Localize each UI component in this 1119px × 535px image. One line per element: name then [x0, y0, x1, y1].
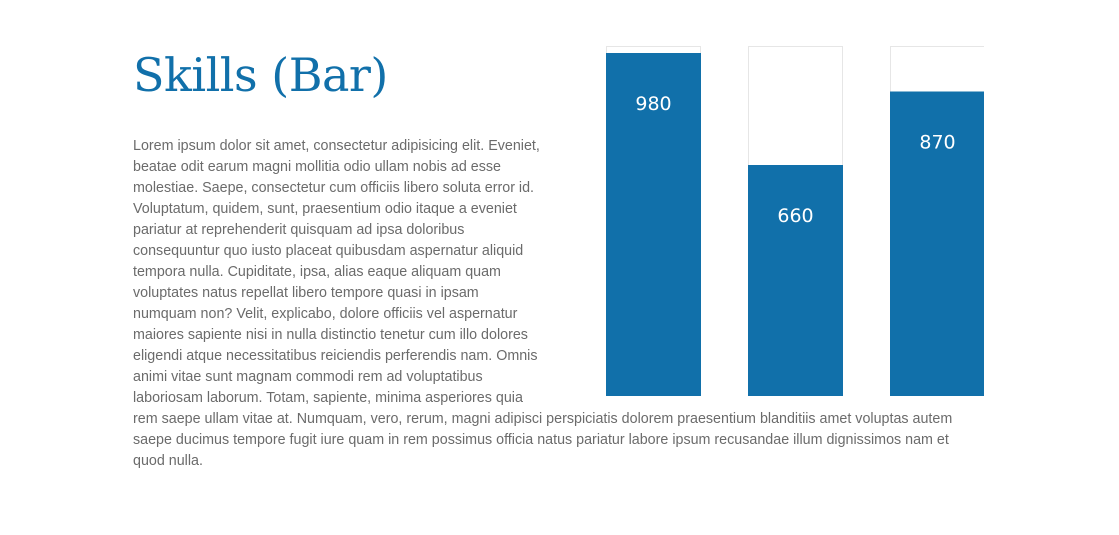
page-title: Skills (Bar) — [133, 48, 388, 102]
bar-value-label-2: 870 — [919, 132, 955, 154]
bar-1 — [748, 165, 843, 396]
bar-value-label-0: 980 — [635, 93, 671, 115]
chart-svg: 980 660 870 — [606, 46, 984, 396]
body-text: Lorem ipsum dolor sit amet, consectetur … — [133, 136, 963, 472]
paragraph: Lorem ipsum dolor sit amet, consectetur … — [133, 138, 953, 469]
chart-wrap-spacer — [543, 136, 963, 404]
skills-bar-chart: 980 660 870 — [606, 46, 984, 396]
bar-0 — [606, 53, 701, 396]
bar-value-label-1: 660 — [777, 205, 813, 227]
bar-2 — [890, 91, 984, 396]
